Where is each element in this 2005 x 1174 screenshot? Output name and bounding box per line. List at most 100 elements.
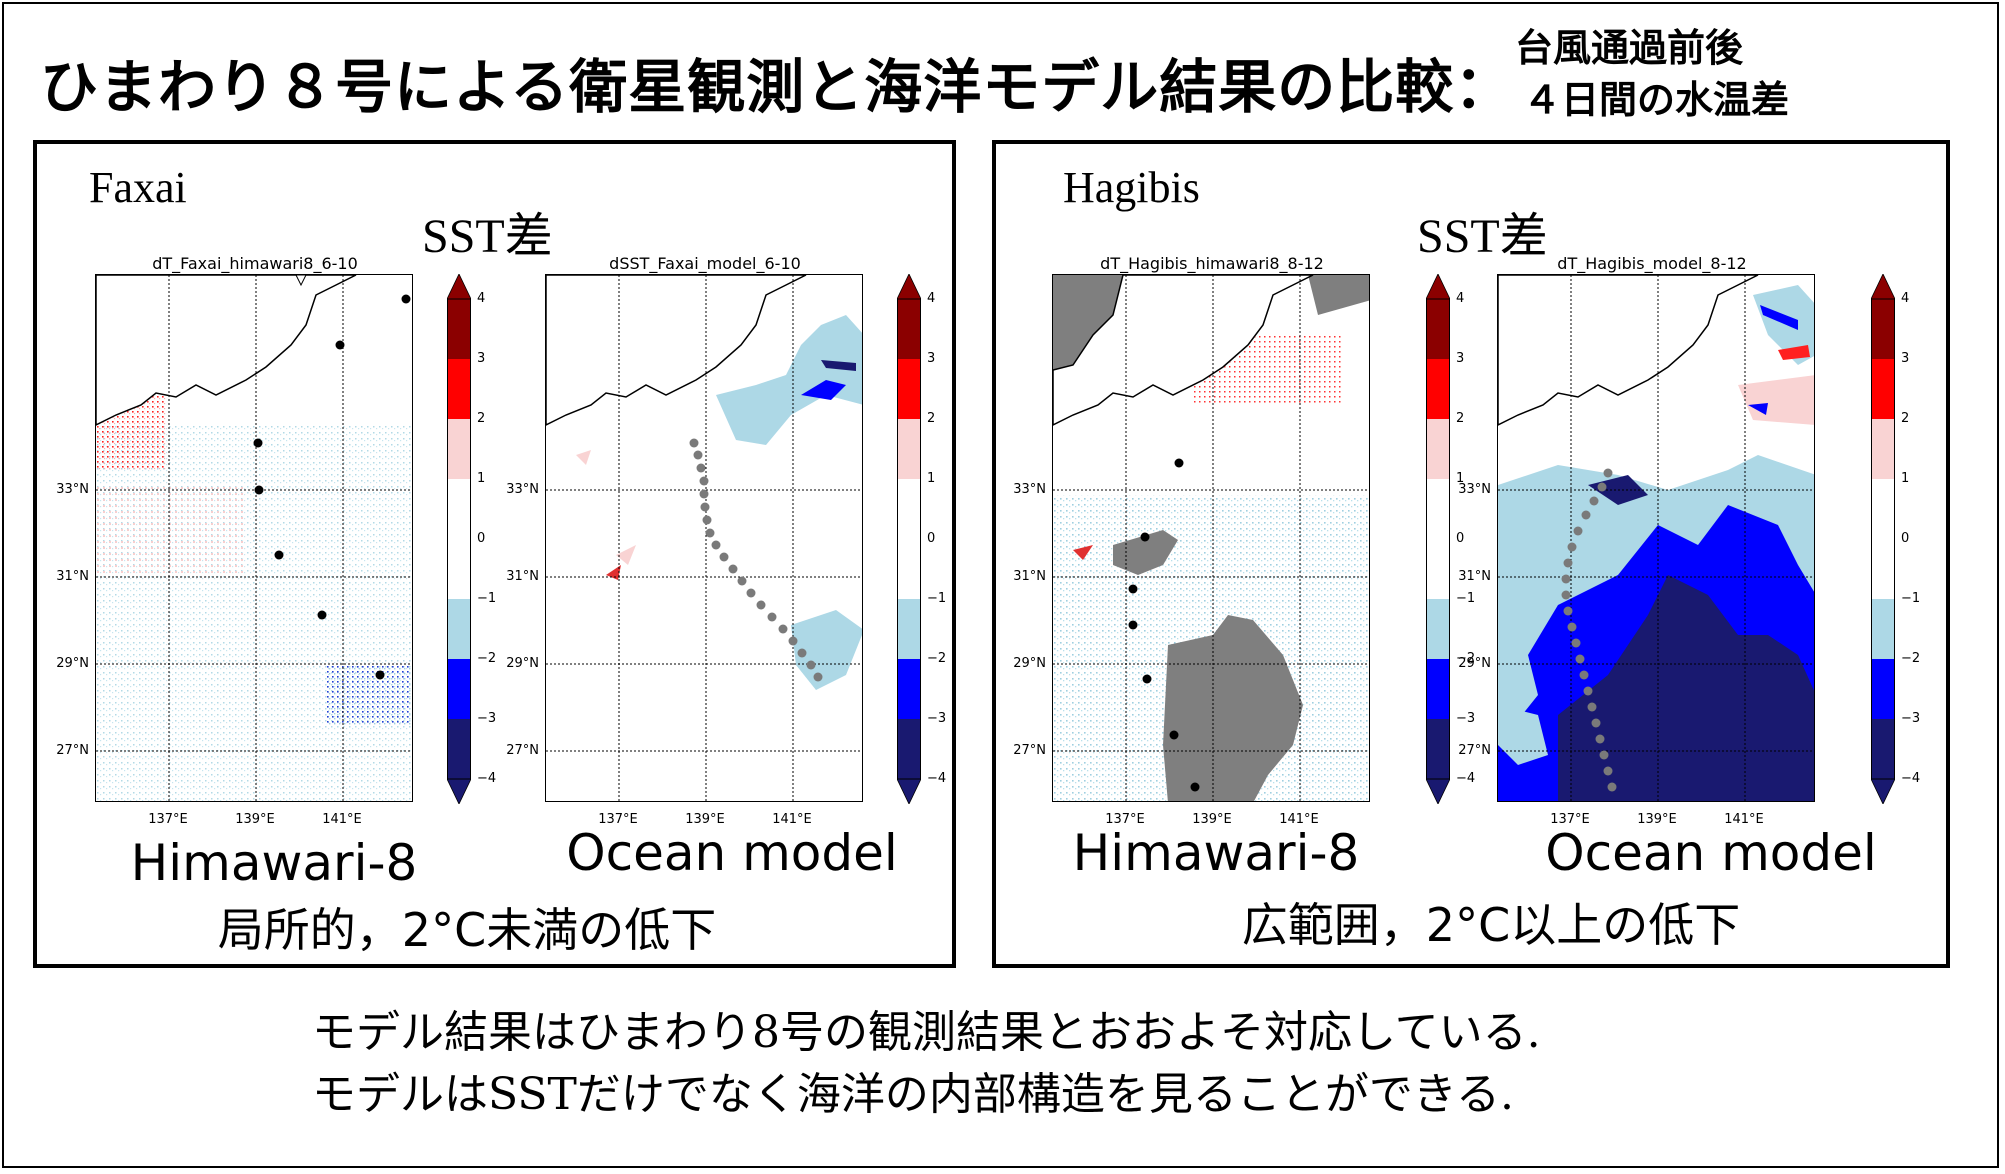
lat-tick: 33°N (1458, 482, 1491, 497)
colorbar-tick: 2 (1456, 411, 1465, 426)
colorbar-segment (447, 479, 471, 539)
colorbar-tick: −1 (1901, 591, 1921, 606)
colorbar-segment (1871, 419, 1895, 479)
colorbar-segment (897, 659, 921, 719)
colorbar-outline (1871, 298, 1895, 780)
colorbar-segment (1871, 719, 1895, 779)
lon-tick: 137°E (598, 812, 638, 827)
lat-tick: 31°N (56, 569, 89, 584)
conclusion-line-1: モデル結果はひまわり8号の観測結果とおおよそ対応している. (312, 1007, 1541, 1058)
colorbar-tick: 0 (1901, 531, 1910, 546)
lat-tick: 27°N (506, 743, 539, 758)
colorbar-tick: 1 (927, 471, 936, 486)
colorbar-segment (447, 359, 471, 419)
colorbar-segment (447, 419, 471, 479)
colorbar-segment (1426, 419, 1450, 479)
colorbar-tick: 2 (927, 411, 936, 426)
colorbar-tick: 3 (1456, 351, 1465, 366)
colorbar-tick: −1 (477, 591, 497, 606)
lon-tick: 137°E (148, 812, 188, 827)
colorbar-segment (897, 719, 921, 779)
colorbar: 4 3 2 1 0 −1 −2 −3 −4 (1870, 273, 1920, 805)
colorbar-tick: −1 (927, 591, 947, 606)
subtitle-line-1: 台風通過前後 (1515, 26, 1744, 70)
colorbar-tick: 2 (477, 411, 486, 426)
colorbar-outline (447, 298, 471, 780)
lon-tick: 139°E (685, 812, 725, 827)
colorbar-segment (1426, 539, 1450, 599)
colorbar-tick: −3 (1456, 711, 1476, 726)
lon-tick: 141°E (322, 812, 362, 827)
plot-title: dT_Faxai_himawari8_6-10 (152, 254, 358, 273)
method-label: Himawari-8 (130, 834, 418, 892)
faxai-model-map (545, 274, 863, 802)
colorbar-tick: −2 (1901, 651, 1921, 666)
plot-title: dT_Hagibis_model_8-12 (1557, 254, 1747, 273)
colorbar-tick: −2 (1456, 651, 1476, 666)
lat-tick: 27°N (1013, 743, 1046, 758)
colorbar-segment (447, 599, 471, 659)
colorbar-tick: 0 (927, 531, 936, 546)
hagibis-panel: Hagibis SST差 dT_Hagibis_himawari8_8-12 d… (992, 140, 1950, 968)
lat-tick: 29°N (56, 656, 89, 671)
colorbar-top-extend (896, 273, 922, 300)
sst-heading: SST差 (422, 210, 553, 263)
colorbar-segment (1871, 479, 1895, 539)
colorbar-segment (1426, 359, 1450, 419)
colorbar-tick: −4 (477, 771, 497, 786)
subtitle-line-2: ４日間の水温差 (1523, 78, 1790, 122)
colorbar-segment (1871, 599, 1895, 659)
colorbar-tick: −3 (1901, 711, 1921, 726)
colorbar-tick: −4 (1456, 771, 1476, 786)
colorbar-tick: −4 (1901, 771, 1921, 786)
colorbar-tick: 3 (477, 351, 486, 366)
hagibis-himawari-map (1052, 274, 1370, 802)
colorbar-segment (447, 719, 471, 779)
colorbar: 4 3 2 1 0 −1 −2 −3 −4 (446, 273, 496, 805)
lat-tick: 27°N (1458, 743, 1491, 758)
colorbar-segment (1871, 659, 1895, 719)
colorbar-tick: 3 (1901, 351, 1910, 366)
lon-tick: 141°E (772, 812, 812, 827)
lon-tick: 139°E (1192, 812, 1232, 827)
lon-tick: 137°E (1550, 812, 1590, 827)
finding-text: 局所的，2°C未満の低下 (217, 903, 717, 957)
colorbar-top-extend (1425, 273, 1451, 300)
faxai-himawari-map (95, 274, 413, 802)
colorbar-tick: −3 (927, 711, 947, 726)
lat-tick: 31°N (1458, 569, 1491, 584)
colorbar-segment (897, 419, 921, 479)
colorbar-bottom-extend (896, 778, 922, 805)
colorbar-tick: 1 (1901, 471, 1910, 486)
colorbar-tick: 4 (477, 291, 486, 306)
colorbar-tick: −3 (477, 711, 497, 726)
lat-tick: 27°N (56, 743, 89, 758)
colorbar-tick: 4 (1456, 291, 1465, 306)
method-label: Himawari-8 (1072, 824, 1360, 882)
colorbar-segment (1426, 659, 1450, 719)
colorbar-graphic (896, 273, 922, 805)
lon-tick: 139°E (1637, 812, 1677, 827)
colorbar-segment (897, 539, 921, 599)
colorbar-tick: 1 (1456, 471, 1465, 486)
plot-title: dSST_Faxai_model_6-10 (609, 254, 801, 273)
colorbar-segment (897, 479, 921, 539)
lon-tick: 139°E (235, 812, 275, 827)
lat-tick: 31°N (506, 569, 539, 584)
colorbar-outline (897, 298, 921, 780)
hagibis-model-map (1497, 274, 1815, 802)
sst-heading: SST差 (1417, 210, 1548, 263)
colorbar-tick: 0 (477, 531, 486, 546)
lon-tick: 141°E (1279, 812, 1319, 827)
colorbar-segment (447, 539, 471, 599)
lat-tick: 31°N (1013, 569, 1046, 584)
colorbar-segment (1871, 359, 1895, 419)
colorbar-segment (897, 359, 921, 419)
lon-tick: 137°E (1105, 812, 1145, 827)
colorbar-segment (1871, 299, 1895, 359)
colorbar-segment (1426, 719, 1450, 779)
colorbar-tick: 0 (1456, 531, 1465, 546)
colorbar-tick: 4 (927, 291, 936, 306)
storm-name: Faxai (89, 163, 187, 212)
